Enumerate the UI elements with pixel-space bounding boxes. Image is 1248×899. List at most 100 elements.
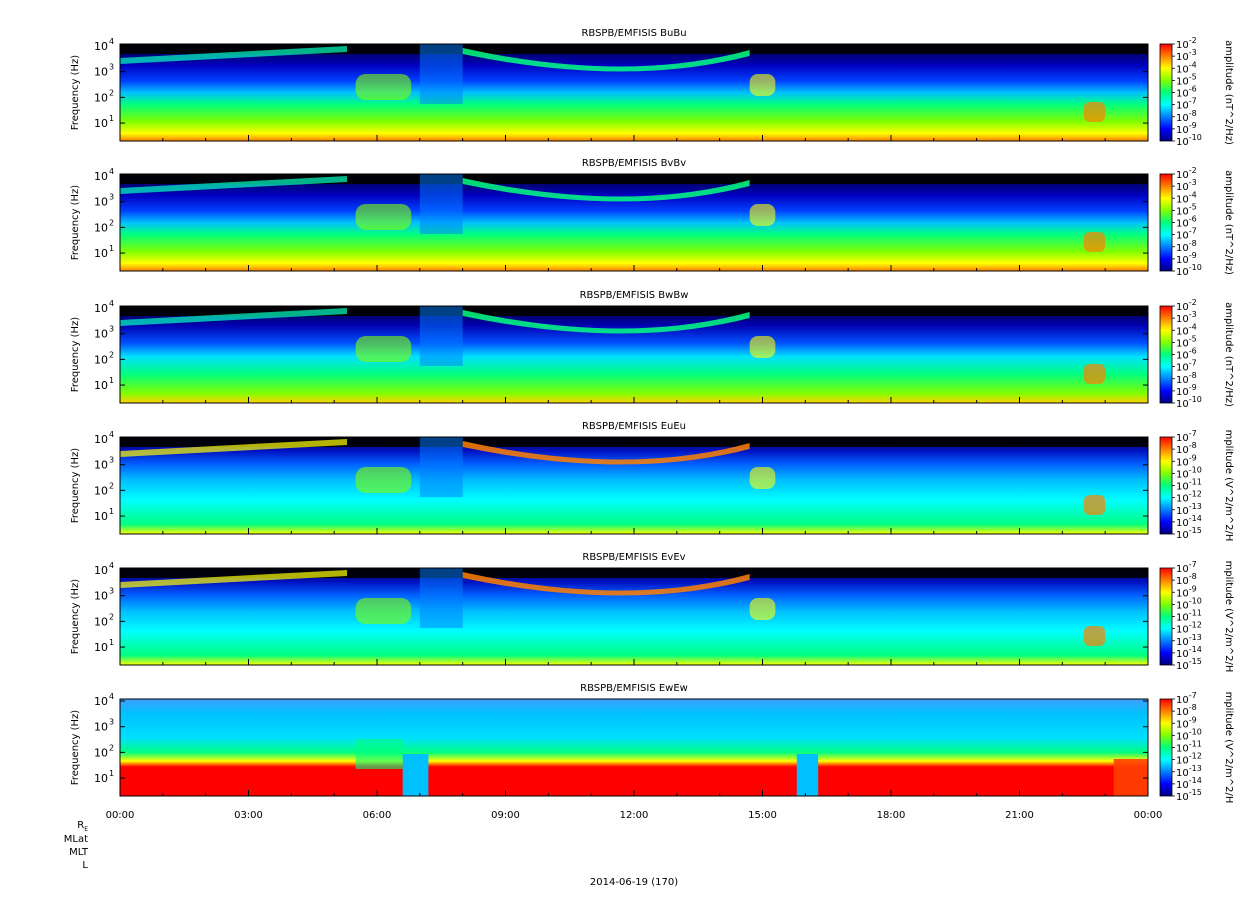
x-tick-label: 09:00: [491, 810, 520, 821]
orbit-labels: RE MLat MLT L: [64, 820, 89, 871]
y-tick-label: 10: [94, 772, 108, 785]
panel-title: RBSPB/EMFISIS EuEu: [582, 421, 686, 432]
colorbar-label: amplitude (nT^2/Hz): [1223, 170, 1234, 275]
y-tick-label: 10: [94, 695, 108, 708]
colorbar: [1159, 43, 1173, 142]
y-axis-label: Frequency (Hz): [70, 710, 81, 786]
y-tick-exponent: 3: [109, 193, 114, 202]
time-axis: 00:00 03:00 06:00 09:00 12:00 15:00 18:00 21:00…: [106, 810, 1163, 821]
y-tick-label: 10: [94, 40, 108, 53]
y-tick-exponent: 1: [109, 507, 114, 516]
y-tick-label: 10: [94, 196, 108, 209]
colorbar: [1159, 698, 1173, 797]
y-tick-exponent: 3: [109, 63, 114, 72]
y-tick-label: 10: [94, 221, 108, 234]
y-tick-label: 10: [94, 433, 108, 446]
y-tick-label: 10: [94, 353, 108, 366]
y-tick-exponent: 4: [109, 561, 114, 570]
y-axis-label: Frequency (Hz): [70, 579, 81, 655]
colorbar-label: amplitude (nT^2/Hz): [1223, 40, 1234, 145]
y-tick-exponent: 4: [109, 167, 114, 176]
spectrogram-image: [120, 699, 1148, 796]
y-tick-label: 10: [94, 564, 108, 577]
x-tick-label: 21:00: [1005, 810, 1034, 821]
spectrogram-image: [120, 174, 1148, 271]
y-axis-label: Frequency (Hz): [70, 185, 81, 261]
colorbar: [1159, 305, 1173, 404]
y-tick-exponent: 1: [109, 638, 114, 647]
y-tick-exponent: 1: [109, 244, 114, 253]
y-tick-label: 10: [94, 247, 108, 260]
x-tick-label: 12:00: [620, 810, 649, 821]
colorbar-label: mplitude (V^2/m^2/H: [1223, 430, 1234, 542]
y-tick-exponent: 2: [109, 612, 114, 621]
y-tick-label: 10: [94, 328, 108, 341]
y-tick-exponent: 2: [109, 481, 114, 490]
colorbar: [1159, 173, 1173, 272]
panel-title: RBSPB/EMFISIS BwBw: [580, 290, 689, 301]
orbit-label-mlt: MLT: [69, 847, 89, 858]
colorbar: [1159, 567, 1173, 666]
y-tick-exponent: 2: [109, 350, 114, 359]
colorbar-label: mplitude (V^2/m^2/H: [1223, 692, 1234, 804]
y-tick-label: 10: [94, 641, 108, 654]
x-tick-label: 06:00: [363, 810, 392, 821]
y-tick-label: 10: [94, 510, 108, 523]
colorbar-label: amplitude (nT^2/Hz): [1223, 302, 1234, 407]
y-tick-label: 10: [94, 117, 108, 130]
y-tick-exponent: 3: [109, 587, 114, 596]
y-tick-exponent: 4: [109, 692, 114, 701]
y-tick-exponent: 4: [109, 299, 114, 308]
spectrogram-image: [120, 437, 1148, 534]
y-tick-label: 10: [94, 302, 108, 315]
orbit-label-mlat: MLat: [64, 834, 88, 845]
spectrogram-image: [120, 568, 1148, 665]
x-tick-label: 18:00: [877, 810, 906, 821]
panel-title: RBSPB/EMFISIS EvEv: [582, 552, 685, 563]
y-tick-exponent: 2: [109, 218, 114, 227]
panel-title: RBSPB/EMFISIS EwEw: [580, 683, 688, 694]
y-axis-label: Frequency (Hz): [70, 55, 81, 131]
y-tick-exponent: 1: [109, 769, 114, 778]
y-tick-exponent: 1: [109, 114, 114, 123]
y-tick-label: 10: [94, 170, 108, 183]
orbit-label-re: RE: [77, 820, 88, 833]
y-tick-label: 10: [94, 721, 108, 734]
y-axis-label: Frequency (Hz): [70, 448, 81, 524]
orbit-label-l: L: [82, 860, 88, 871]
y-tick-exponent: 3: [109, 325, 114, 334]
y-tick-exponent: 4: [109, 37, 114, 46]
y-tick-exponent: 1: [109, 376, 114, 385]
spectrogram-image: [120, 44, 1148, 141]
y-axis-label: Frequency (Hz): [70, 317, 81, 393]
x-tick-label: 03:00: [234, 810, 263, 821]
x-tick-label: 00:00: [1134, 810, 1163, 821]
panel-title: RBSPB/EMFISIS BuBu: [581, 28, 686, 39]
y-tick-exponent: 4: [109, 430, 114, 439]
x-tick-label: 00:00: [106, 810, 135, 821]
y-tick-label: 10: [94, 91, 108, 104]
y-tick-label: 10: [94, 379, 108, 392]
y-tick-label: 10: [94, 66, 108, 79]
y-tick-exponent: 2: [109, 88, 114, 97]
y-tick-label: 10: [94, 459, 108, 472]
colorbar-label: mplitude (V^2/m^2/H: [1223, 561, 1234, 673]
y-tick-label: 10: [94, 746, 108, 759]
x-tick-label: 15:00: [748, 810, 777, 821]
y-tick-label: 10: [94, 484, 108, 497]
y-tick-exponent: 3: [109, 456, 114, 465]
colorbar: [1159, 436, 1173, 535]
y-tick-label: 10: [94, 590, 108, 603]
y-tick-exponent: 3: [109, 718, 114, 727]
y-tick-label: 10: [94, 615, 108, 628]
y-tick-exponent: 2: [109, 743, 114, 752]
panel-title: RBSPB/EMFISIS BvBv: [582, 158, 686, 169]
